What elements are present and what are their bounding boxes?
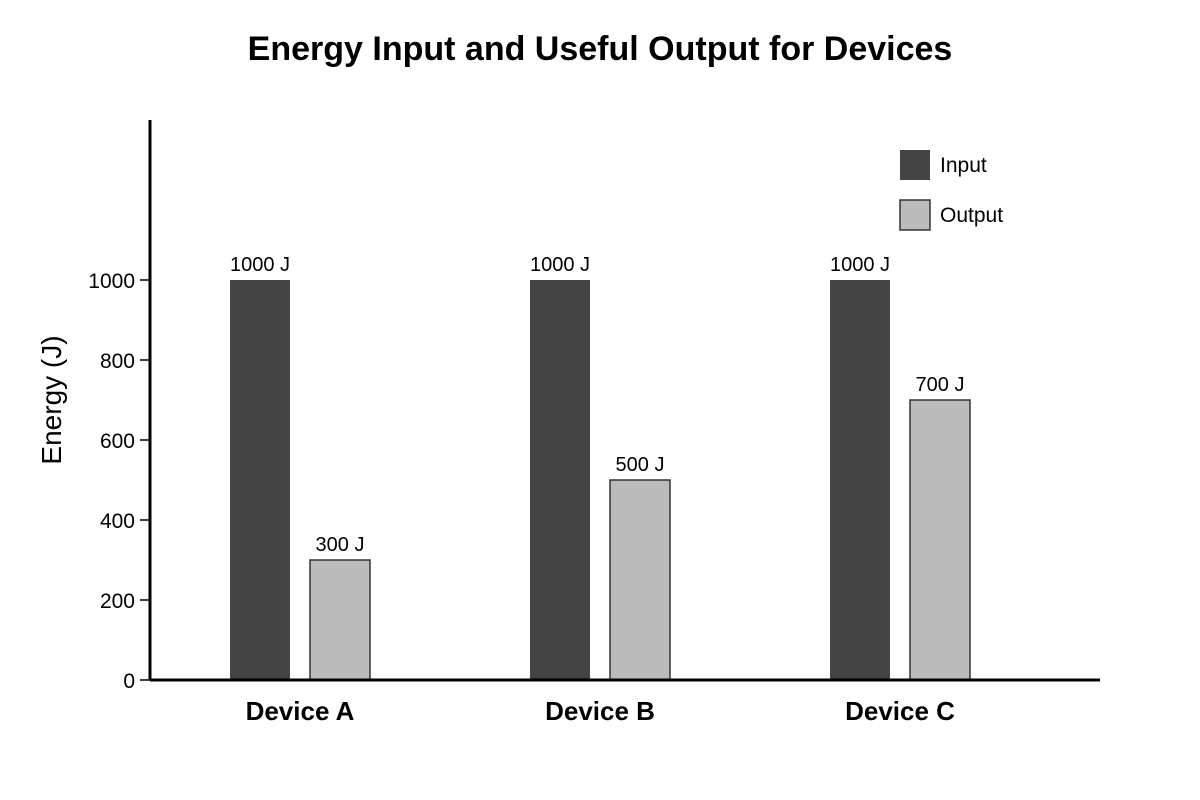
legend-swatch-output (899, 199, 931, 231)
bar-input-device-b (530, 280, 590, 680)
y-axis-tick-label: 400 (100, 510, 135, 533)
bar-group (230, 280, 971, 681)
x-axis-category-label: Device C (845, 696, 955, 726)
bar-output-device-c (909, 399, 971, 681)
y-axis-tick-label: 1000 (88, 270, 135, 293)
x-axis-labels: Device A Device B Device C (246, 696, 956, 726)
bar-output-device-a (309, 559, 371, 681)
y-axis-tick-label: 0 (123, 670, 135, 693)
y-axis-tick-label: 600 (100, 430, 135, 453)
bar-input-device-a (230, 280, 290, 680)
bar-data-label: 700 J (916, 374, 965, 396)
data-label-group: 1000 J 300 J 1000 J 500 J 1000 J 700 J (230, 254, 965, 556)
x-axis-category-label: Device B (545, 696, 655, 726)
legend: Input Output (899, 150, 1003, 231)
bar-data-label: 1000 J (830, 254, 890, 276)
bar-output-device-b (609, 479, 671, 681)
y-axis-ticks: 0 200 400 600 800 1000 (88, 270, 150, 693)
bar-input-device-c (830, 280, 890, 680)
y-axis-tick-label: 800 (100, 350, 135, 373)
legend-label-input: Input (940, 154, 987, 177)
legend-swatch-input (900, 150, 930, 180)
y-axis-tick-label: 200 (100, 590, 135, 613)
legend-label-output: Output (940, 204, 1003, 227)
bar-data-label: 1000 J (230, 254, 290, 276)
bar-data-label: 300 J (316, 534, 365, 556)
chart-title: Energy Input and Useful Output for Devic… (248, 30, 953, 68)
x-axis-category-label: Device A (246, 696, 355, 726)
y-axis-label: Energy (J) (36, 335, 67, 464)
bar-data-label: 1000 J (530, 254, 590, 276)
bar-data-label: 500 J (616, 454, 665, 476)
axes (148, 120, 1100, 682)
